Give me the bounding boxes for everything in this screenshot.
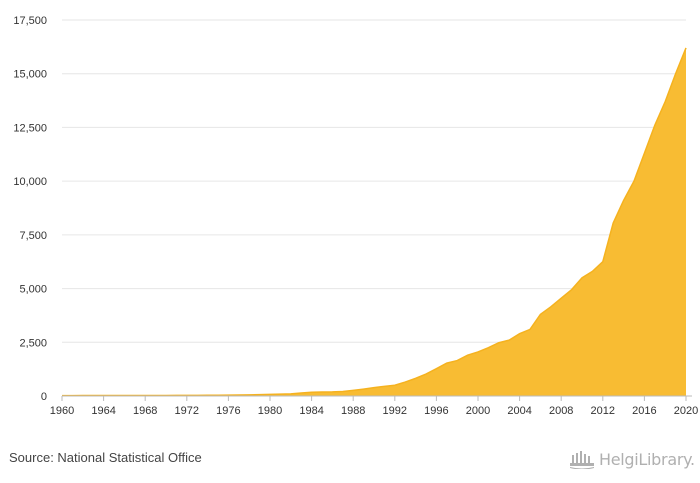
y-tick-label: 2,500: [19, 337, 47, 349]
x-tick-label: 1984: [299, 405, 323, 417]
grid-layer: [62, 19, 686, 343]
y-tick-label: 7,500: [19, 230, 47, 242]
x-tick-label: 1964: [91, 405, 115, 417]
x-tick-label: 1960: [50, 405, 74, 417]
y-tick-label: 15,000: [13, 69, 47, 81]
y-tick-label: 17,500: [13, 15, 47, 27]
x-tick-label: 1968: [133, 405, 157, 417]
library-logo-icon: [570, 451, 594, 469]
y-tick-label: 12,500: [13, 122, 47, 134]
area-layer: [62, 47, 687, 397]
logo-text: HelgiLibrary.: [599, 449, 695, 469]
series-line: [62, 47, 687, 397]
series-area: [62, 47, 686, 397]
x-tick-label: 1996: [424, 405, 448, 417]
x-tick-label: 1980: [258, 405, 282, 417]
x-tick-label: 2008: [549, 405, 573, 417]
y-tick-label: 10,000: [13, 176, 47, 188]
source-note: Source: National Statistical Office: [9, 450, 202, 465]
helgi-library-logo[interactable]: HelgiLibrary.: [569, 448, 695, 470]
axis-layer: 0 2,500 5,000 7,500 10,000 12,500 15,000 17,500…: [13, 15, 698, 417]
x-tick-label: 1988: [341, 405, 365, 417]
x-tick-label: 2004: [507, 405, 531, 417]
x-tick-label: 1972: [175, 405, 199, 417]
y-tick-label: 5,000: [19, 284, 47, 296]
x-tick-label: 2000: [466, 405, 490, 417]
x-tick-label: 2020: [674, 405, 698, 417]
x-tick-label: 1992: [383, 405, 407, 417]
x-tick-label: 2016: [632, 405, 656, 417]
x-tick-label: 2012: [591, 405, 615, 417]
x-tick-label: 1976: [216, 405, 240, 417]
area-chart-svg: 0 2,500 5,000 7,500 10,000 12,500 15,000 17,500…: [13, 15, 698, 417]
y-tick-label: 0: [41, 391, 47, 403]
